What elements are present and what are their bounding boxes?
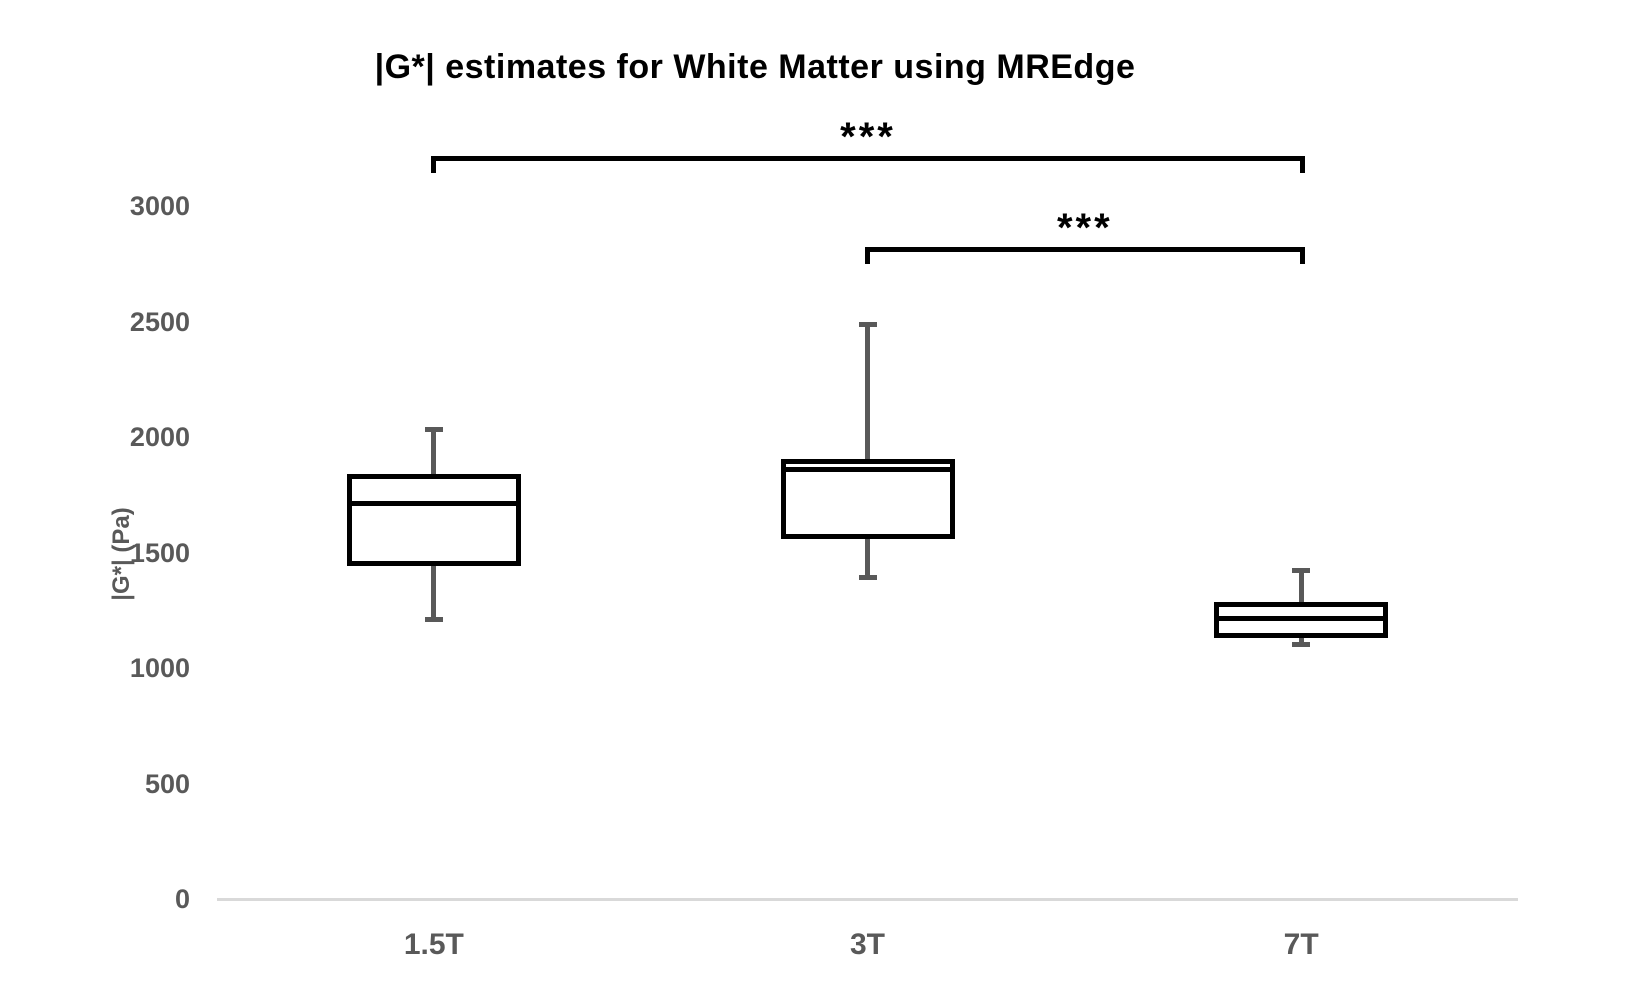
y-tick-label: 2000: [129, 422, 190, 452]
whisker-lower-line: [431, 566, 437, 622]
box-1.5T: [346, 473, 521, 567]
sig-bracket-tick-left: [430, 156, 436, 173]
sig-bracket-tick-right: [1300, 156, 1306, 173]
box-3T: [780, 458, 955, 539]
whisker-lower-line: [865, 538, 870, 581]
whisker-lower-cap: [1292, 642, 1311, 648]
y-tick-label: 2500: [129, 306, 190, 337]
whisker-lower-cap: [858, 575, 877, 581]
whisker-upper-line: [1298, 567, 1304, 603]
whisker-lower-cap: [424, 616, 443, 622]
sig-label: ***: [1056, 206, 1113, 250]
whisker-upper-cap: [424, 426, 443, 432]
whisker-upper-line: [431, 426, 437, 474]
x-category-label: 7T: [1283, 928, 1319, 961]
x-category-label: 1.5T: [403, 928, 464, 961]
whisker-upper-line: [865, 321, 870, 459]
chart-title: |G*| estimates for White Matter using MR…: [374, 48, 1136, 86]
sig-label: ***: [840, 115, 896, 159]
median-1.5T: [346, 501, 521, 507]
sig-bracket-line: [864, 247, 1306, 252]
y-tick-label: 0: [174, 884, 190, 914]
y-tick-label: 1000: [129, 653, 190, 683]
sig-bracket-tick-left: [864, 247, 870, 264]
y-tick-label: 1500: [129, 537, 190, 568]
x-axis-baseline: [217, 898, 1518, 901]
sig-bracket-tick-right: [1300, 247, 1306, 264]
y-tick-label: 500: [144, 768, 190, 799]
x-category-label: 3T: [849, 928, 885, 961]
y-tick-label: 3000: [129, 191, 190, 221]
whisker-upper-cap: [1292, 567, 1311, 573]
sig-bracket-line: [430, 156, 1306, 161]
median-7T: [1214, 615, 1389, 621]
median-3T: [780, 466, 955, 472]
whisker-upper-cap: [858, 321, 877, 327]
